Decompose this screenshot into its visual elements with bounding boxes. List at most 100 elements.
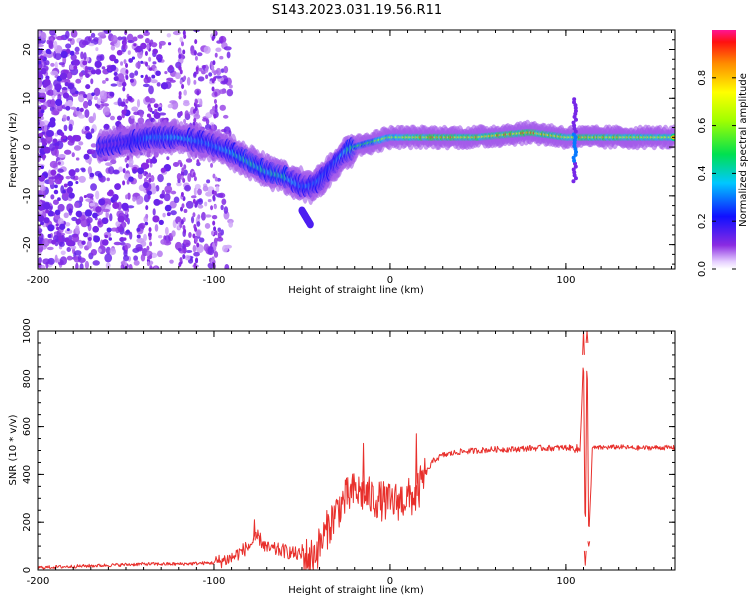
- spectrogram-cell: [78, 141, 84, 146]
- spectrogram-cell: [38, 142, 41, 147]
- spectrogram-cell: [125, 74, 129, 80]
- spectrogram-cell: [63, 149, 72, 155]
- spectrogram-cell: [64, 82, 69, 87]
- spectrogram-cell: [106, 177, 110, 182]
- spectrogram-cell: [39, 55, 45, 60]
- spectrogram-cell: [70, 245, 77, 250]
- spectrogram-cell: [153, 266, 158, 269]
- spectrogram-cell: [48, 169, 52, 177]
- spectrogram-cell: [180, 219, 184, 225]
- spectrogram-cell: [204, 123, 212, 131]
- colorbar-tick-label: 0.4: [697, 165, 708, 181]
- spectrogram-cell: [123, 37, 127, 43]
- spectrogram-cell: [51, 110, 60, 116]
- spectrogram-cell: [146, 261, 150, 267]
- colorbar-tick-label: 0.6: [697, 118, 708, 134]
- x-tick-label: -200: [27, 576, 50, 587]
- spectrogram-cell: [63, 124, 68, 132]
- spectrogram-cell: [121, 109, 127, 115]
- snr-series-line: [38, 331, 675, 570]
- spectrogram-cell: [66, 115, 70, 121]
- spectrogram-cell: [207, 246, 215, 256]
- spectrogram-cell: [181, 167, 185, 173]
- spectrogram-cell: [38, 225, 41, 229]
- spectrogram-cell: [103, 30, 112, 34]
- spectrogram-cell: [82, 100, 89, 109]
- spectrogram-cell: [171, 230, 176, 237]
- spectrogram-cell: [52, 138, 58, 143]
- spectrogram-cell: [122, 245, 126, 251]
- spectrogram-cell: [88, 43, 95, 47]
- spectrogram-cell: [123, 254, 129, 262]
- spectrogram-cell: [87, 237, 92, 241]
- spectrogram-cell: [179, 257, 183, 263]
- spectrogram-cell: [91, 92, 95, 97]
- spectrogram-cell: [153, 103, 159, 109]
- spectrogram-cell: [183, 239, 187, 245]
- spectrogram-cell: [84, 109, 90, 118]
- spectrogram-cell: [48, 120, 56, 128]
- spectrogram-cell: [196, 229, 201, 237]
- spectrogram-cell: [211, 124, 215, 130]
- spectrogram-cell: [220, 80, 228, 85]
- spectrogram-cell: [128, 263, 133, 269]
- spectrogram-cell: [136, 99, 141, 108]
- spectrogram-cell: [193, 251, 200, 257]
- spectrogram-cell: [185, 200, 194, 209]
- x-tick-label: 100: [556, 275, 575, 286]
- spectrogram-cell: [102, 106, 111, 116]
- spectrogram-cell: [142, 181, 150, 189]
- spectrogram-cell: [213, 113, 217, 119]
- spectrogram-cell: [90, 248, 98, 256]
- spectrogram-cell: [40, 68, 47, 75]
- spectrogram-cell: [54, 148, 59, 158]
- spectrogram-cell: [38, 47, 43, 56]
- spectrogram-cell: [86, 92, 93, 102]
- spectrogram-cell: [188, 232, 192, 238]
- spectrogram-cell: [223, 206, 229, 214]
- spectrogram-cell: [39, 96, 46, 103]
- figure-title: S143.2023.031.19.56.R11: [272, 3, 442, 18]
- snr-y-axis: 0 200 400 600 800 1000: [22, 318, 675, 573]
- spectrogram-cell: [70, 106, 77, 110]
- spectrogram-cell: [146, 44, 150, 50]
- spectrogram-cell: [192, 172, 196, 178]
- spectrogram-cell: [94, 60, 102, 69]
- spectrogram-cell: [156, 82, 161, 87]
- spectrogram-cell: [167, 42, 172, 46]
- spectrogram-cell: [140, 162, 149, 170]
- spectrogram-cell: [54, 209, 61, 216]
- spectrogram-cell: [136, 227, 141, 232]
- spectrogram-cell: [160, 239, 167, 245]
- spectrogram-cell: [112, 194, 119, 201]
- spectrogram-cell: [170, 190, 177, 195]
- spectrogram-cell: [194, 39, 198, 45]
- spectrogram-cell: [133, 111, 140, 116]
- spectrogram-cell: [124, 244, 128, 250]
- snr-x-axis: -200 -100 0 100: [27, 331, 672, 587]
- spectrogram-cell: [149, 162, 153, 168]
- y-tick-label: -20: [22, 236, 33, 252]
- spectrogram-cell: [214, 75, 223, 79]
- spectrogram-cell: [129, 72, 135, 79]
- spectrogram-cell: [117, 36, 123, 41]
- spectrogram-cell: [73, 202, 80, 208]
- spectrogram-cell: [132, 196, 137, 202]
- spectrogram-cell: [210, 162, 214, 168]
- spectrogram-cell: [139, 113, 144, 118]
- spectrogram-cell: [178, 262, 182, 268]
- spectrogram-cell: [181, 203, 185, 209]
- spectrogram-cell: [135, 45, 143, 53]
- spectrogram-cell: [43, 217, 50, 224]
- spectrogram-cell: [149, 241, 153, 247]
- spectrogram-cell: [194, 99, 198, 105]
- spectrogram-cell: [195, 66, 199, 72]
- spectrogram-cell: [214, 91, 218, 97]
- spectrogram-cell: [158, 234, 163, 239]
- spectrogram-cell: [127, 95, 133, 101]
- spectrogram-cell: [152, 215, 160, 223]
- spectrogram-cell: [127, 50, 131, 55]
- x-tick-label: -100: [203, 576, 226, 587]
- spectrogram-cell: [67, 139, 75, 146]
